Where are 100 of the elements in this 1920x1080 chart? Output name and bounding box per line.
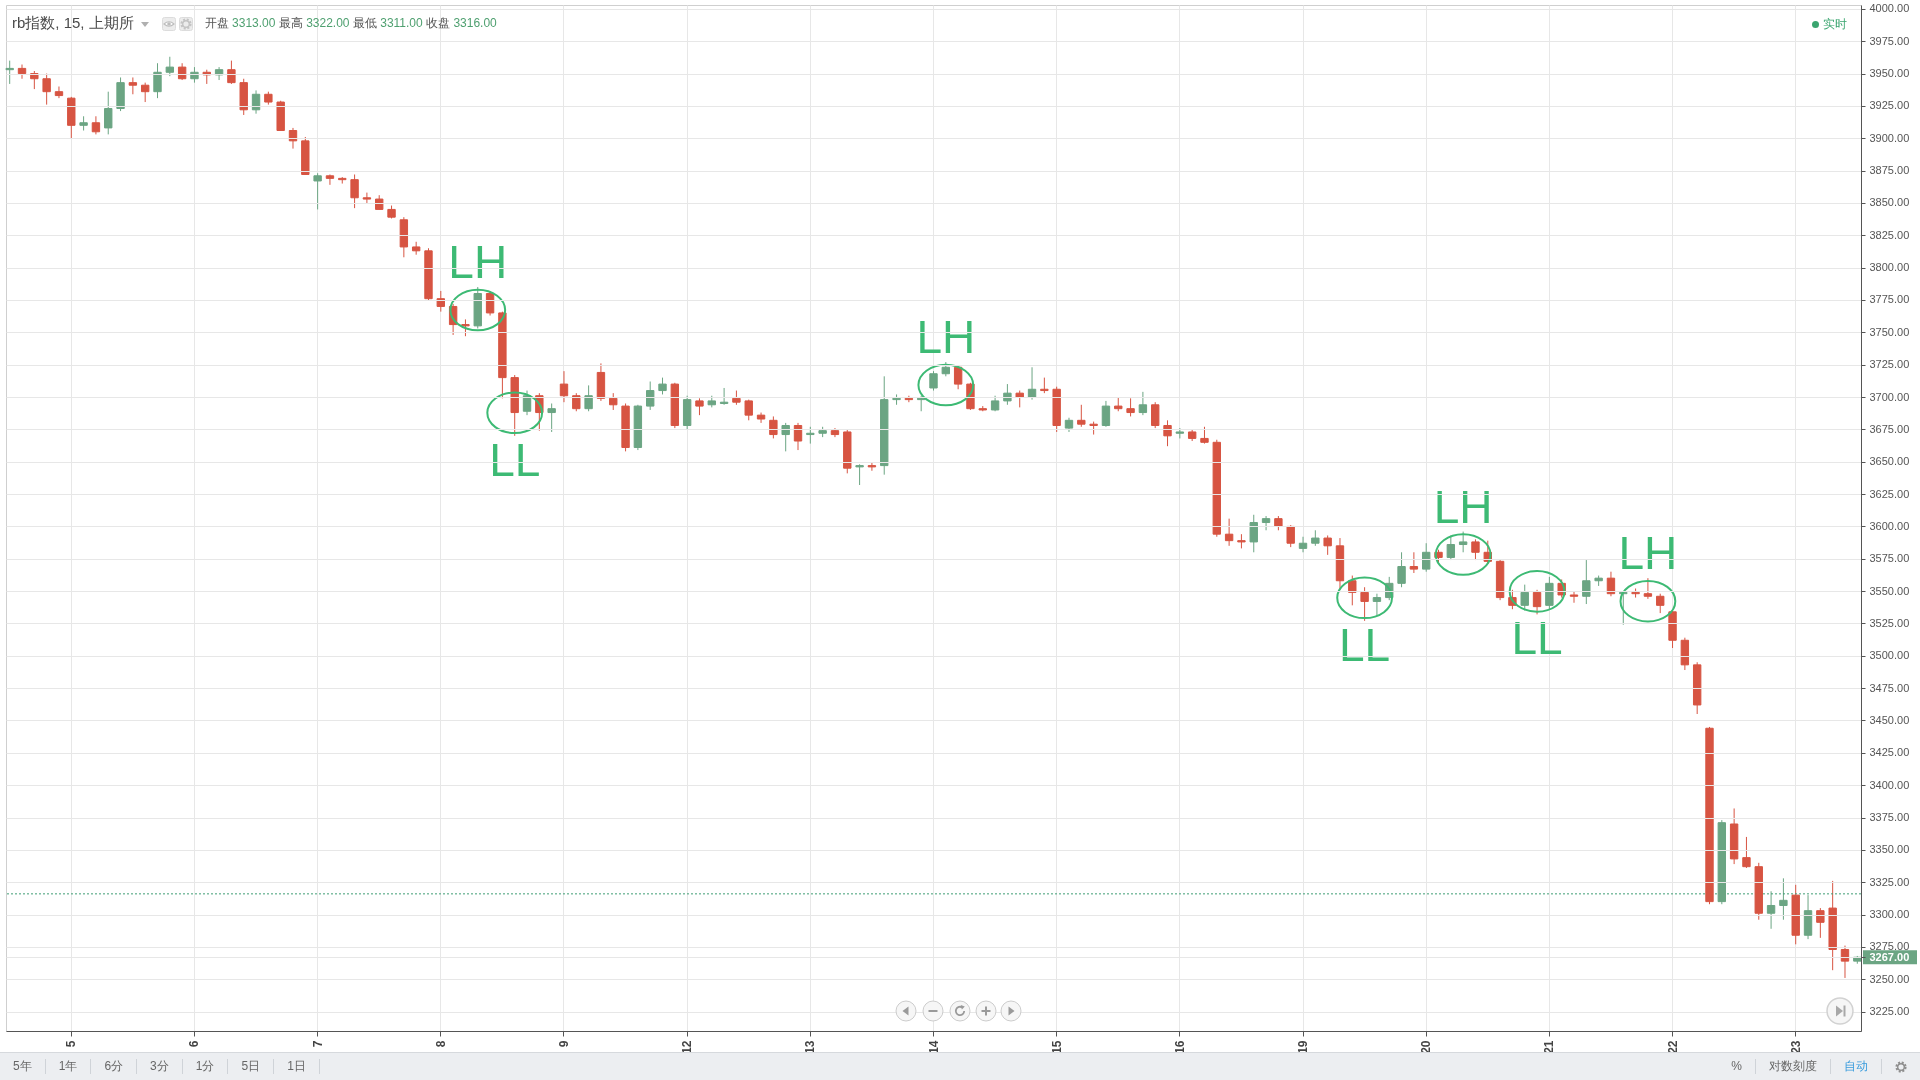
x-tick-label: 9 [556, 1040, 571, 1048]
candlestick [855, 463, 864, 486]
y-tick-label: 3225.00 [1869, 1005, 1910, 1018]
candlestick [17, 64, 27, 80]
text: 1日 [274, 1059, 320, 1074]
candlestick [313, 172, 322, 210]
candlestick [165, 56, 175, 77]
candlestick [54, 86, 64, 99]
candlestick [793, 422, 803, 451]
annotation: 实时 [1823, 16, 1847, 33]
text: 5年 [0, 1059, 46, 1074]
y-tick-label: 3500.00 [1869, 649, 1910, 662]
candlestick [1779, 877, 1788, 921]
annotation: LL [489, 433, 541, 486]
candlestick [42, 73, 51, 106]
candlestick [929, 370, 938, 392]
y-tick-label: 3675.00 [1869, 422, 1910, 435]
candlestick [1298, 536, 1308, 553]
text: 对数刻度 [1756, 1059, 1831, 1074]
x-tick-label: 8 [433, 1040, 448, 1048]
y-tick-label: 3700.00 [1869, 390, 1910, 403]
y-tick-label: 3475.00 [1869, 681, 1910, 694]
candlestick [1003, 383, 1012, 406]
candlestick [559, 370, 569, 403]
y-tick-label: 3575.00 [1869, 552, 1910, 565]
annotation: LL [1511, 612, 1563, 665]
candlestick [1840, 945, 1850, 979]
candlestick [214, 66, 224, 81]
candlestick [325, 173, 335, 186]
candlestick [485, 290, 495, 317]
y-tick-label: 3875.00 [1869, 164, 1910, 177]
y-tick-label: 3450.00 [1869, 713, 1910, 726]
candlestick [227, 60, 236, 85]
candlestick [1520, 584, 1529, 612]
candlestick [1077, 404, 1086, 428]
y-tick-label: 3400.00 [1869, 778, 1910, 791]
annotation: LH [1433, 480, 1493, 533]
candlestick [1532, 589, 1542, 615]
text: 自动 [1831, 1059, 1882, 1074]
candlestick [1249, 514, 1258, 553]
candlestick [1138, 391, 1148, 416]
y-tick-label: 3650.00 [1869, 455, 1910, 468]
candlestick [1163, 419, 1172, 447]
y-tick-label: 3325.00 [1869, 875, 1910, 888]
y-tick-label: 3950.00 [1869, 67, 1910, 80]
y-tick-label: 3925.00 [1869, 99, 1910, 112]
text: 1分 [182, 1059, 229, 1074]
y-tick-label: 3750.00 [1869, 325, 1910, 338]
candlestick [350, 173, 359, 209]
y-tick-label: 3300.00 [1869, 908, 1910, 921]
candlestick [1582, 559, 1591, 605]
candlestick [1323, 534, 1332, 556]
y-tick-label: 4000.00 [1869, 2, 1910, 15]
candlestick [1126, 397, 1135, 417]
candlestick [1569, 590, 1579, 604]
y-tick-label: 3825.00 [1869, 228, 1910, 241]
y-tick-label: 3550.00 [1869, 584, 1910, 597]
text: 6分 [91, 1059, 138, 1074]
annotation: LH [448, 236, 508, 289]
x-tick-label: 7 [310, 1040, 325, 1048]
candlestick [1446, 534, 1456, 561]
y-tick-label: 3975.00 [1869, 34, 1910, 47]
candlestick [128, 76, 138, 95]
candlestick [572, 392, 581, 412]
candlestick [1422, 542, 1431, 573]
y-tick-label: 3725.00 [1869, 358, 1910, 371]
y-tick-label: 3275.00 [1869, 940, 1910, 953]
annotation: LH [916, 311, 976, 364]
text: 1年 [45, 1059, 92, 1074]
candlestick [1397, 551, 1406, 588]
candlestick [769, 415, 778, 439]
candlestick [1816, 907, 1825, 939]
text: 5日 [228, 1059, 275, 1074]
y-tick-label: 3600.00 [1869, 519, 1910, 532]
candlestick [1348, 575, 1357, 606]
candlestick [1286, 524, 1295, 548]
candlestick [1656, 593, 1665, 614]
candlestick [1458, 531, 1468, 553]
candlestick [1151, 401, 1160, 429]
candlestick [1360, 586, 1369, 622]
candlestick [1224, 518, 1234, 547]
candlestick [153, 62, 162, 99]
candlestick [1643, 577, 1653, 600]
annotation: LL [1339, 618, 1391, 671]
candlestick [1101, 400, 1111, 428]
candlestick [5, 60, 14, 85]
y-tick-label: 3525.00 [1869, 616, 1910, 629]
candlestick [867, 462, 877, 472]
y-tick-label: 3775.00 [1869, 293, 1910, 306]
annotation: LH [1618, 527, 1678, 580]
candlestick [1409, 551, 1419, 574]
text: 3分 [137, 1059, 183, 1074]
y-tick-label: 3850.00 [1869, 196, 1910, 209]
y-tick-label: 3900.00 [1869, 131, 1910, 144]
y-tick-label: 3375.00 [1869, 811, 1910, 824]
candlestick [1766, 890, 1776, 930]
candlestick [104, 91, 113, 135]
candlestick [288, 127, 298, 150]
y-tick-label: 3350.00 [1869, 843, 1910, 856]
candlestick [1261, 515, 1271, 531]
